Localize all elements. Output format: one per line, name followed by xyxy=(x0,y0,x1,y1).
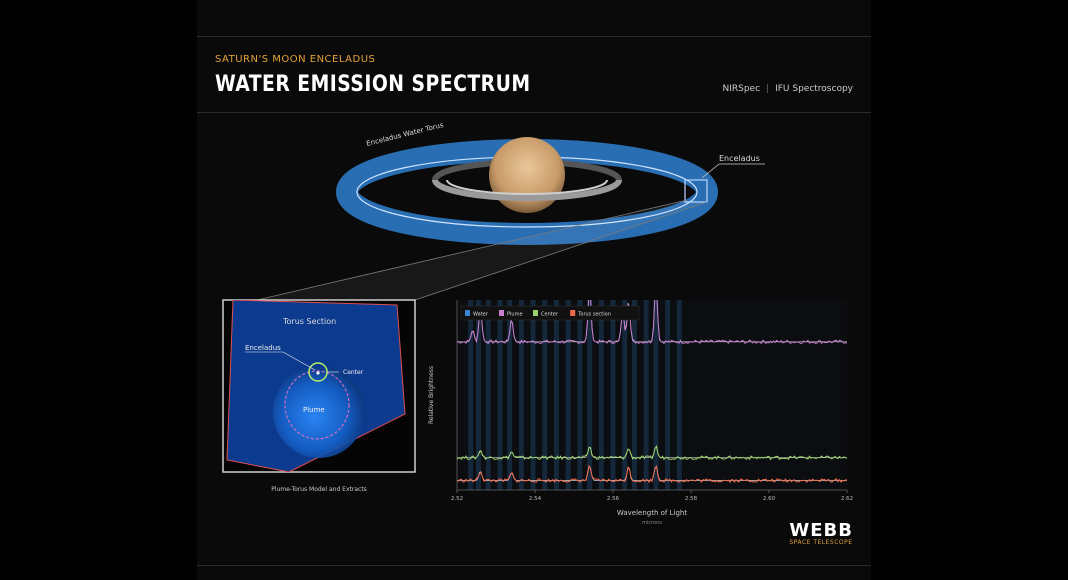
legend-entry: Torus section xyxy=(577,312,611,318)
saturn-system: Enceladus Enceladus Water Torus xyxy=(256,121,765,301)
x-axis-unit: microns xyxy=(642,520,662,526)
top-divider xyxy=(197,36,871,37)
torus-label: Enceladus Water Torus xyxy=(366,121,445,148)
water-band xyxy=(468,300,474,490)
center-label: Center xyxy=(343,369,364,376)
x-tick-label: 2.60 xyxy=(763,496,776,502)
water-band xyxy=(553,300,559,490)
water-band xyxy=(530,300,536,490)
plume-glow xyxy=(273,366,365,458)
water-band xyxy=(497,300,503,490)
subtitle: SATURN'S MOON ENCELADUS xyxy=(215,54,376,65)
water-band xyxy=(542,300,548,490)
y-axis-label: Relative Brightness xyxy=(428,366,435,424)
instrument-mode: IFU Spectroscopy xyxy=(775,84,853,94)
x-axis-label: Wavelength of Light xyxy=(617,509,687,517)
spectrum-chart: 2.52 2.54 2.56 2.58 2.60 2.62 Relative Bright… xyxy=(428,300,853,526)
series-line-center xyxy=(457,444,847,461)
water-bands xyxy=(468,300,682,490)
illustration: Enceladus Enceladus Water Torus Torus Se… xyxy=(222,121,853,526)
x-ticks: 2.52 2.54 2.56 2.58 2.60 2.62 xyxy=(451,490,853,502)
water-band xyxy=(631,300,637,490)
water-band xyxy=(587,300,593,490)
water-band xyxy=(485,300,491,490)
x-tick-label: 2.54 xyxy=(529,496,542,502)
inset-panel: Torus Section Enceladus Center Plume Plu… xyxy=(222,299,416,493)
inset-enceladus-label: Enceladus xyxy=(245,344,281,352)
legend-entry: Plume xyxy=(507,312,523,318)
inset-caption: Plume-Torus Model and Extracts xyxy=(271,486,367,493)
enceladus-label: Enceladus xyxy=(719,154,760,163)
webb-logo: WEBB SPACE TELESCOPE xyxy=(789,520,853,546)
water-band xyxy=(475,300,481,490)
x-tick-label: 2.58 xyxy=(685,496,698,502)
legend: Water Plume Center Torus section xyxy=(460,305,640,321)
infographic-panel: SATURN'S MOON ENCELADUS WATER EMISSION S… xyxy=(197,0,871,580)
series-line-plume xyxy=(457,300,847,345)
legend-swatch xyxy=(533,310,538,316)
torus-section-label: Torus Section xyxy=(282,317,336,326)
enceladus-marker xyxy=(684,179,708,203)
water-band xyxy=(598,300,604,490)
water-band xyxy=(565,300,571,490)
plume-label: Plume xyxy=(303,406,325,414)
legend-entry: Center xyxy=(541,312,559,318)
header-divider xyxy=(197,112,871,113)
water-band xyxy=(577,300,583,490)
enceladus-dot xyxy=(316,371,320,375)
plot-area xyxy=(457,300,847,490)
series-lines xyxy=(457,300,847,484)
legend-swatch xyxy=(499,310,504,316)
water-band xyxy=(653,300,659,490)
x-tick-label: 2.52 xyxy=(451,496,463,502)
page-title: WATER EMISSION SPECTRUM xyxy=(215,72,531,97)
water-band xyxy=(622,300,628,490)
water-band xyxy=(665,300,671,490)
x-tick-label: 2.62 xyxy=(841,496,853,502)
instrument-info: NIRSpec | IFU Spectroscopy xyxy=(722,84,853,94)
bottom-divider xyxy=(197,565,871,566)
legend-entry: Water xyxy=(473,312,489,318)
instrument-name: NIRSpec xyxy=(722,84,761,94)
legend-box xyxy=(460,305,640,321)
x-tick-label: 2.56 xyxy=(607,496,620,502)
series-line-torus-section xyxy=(457,464,847,484)
water-band xyxy=(676,300,682,490)
water-band xyxy=(610,300,616,490)
saturn-planet xyxy=(489,137,565,213)
legend-swatch xyxy=(570,310,576,316)
water-band xyxy=(507,300,513,490)
legend-swatch xyxy=(465,310,470,316)
plume-region xyxy=(284,370,350,440)
water-band xyxy=(518,300,524,490)
water-band xyxy=(643,300,649,490)
saturn-rings-front xyxy=(432,179,622,201)
